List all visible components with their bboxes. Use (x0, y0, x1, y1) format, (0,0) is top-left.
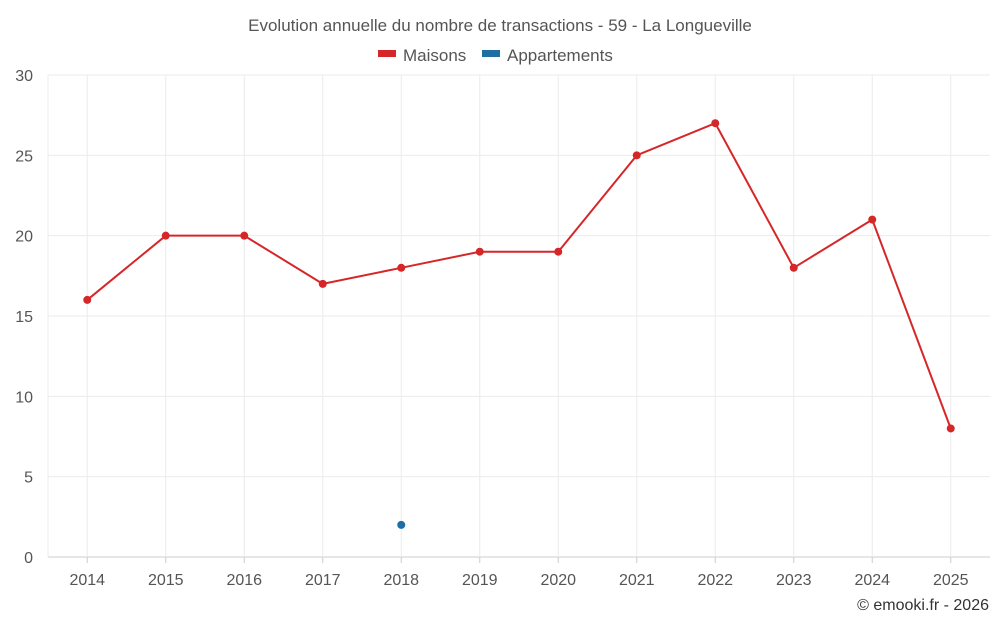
x-tick-label: 2021 (619, 572, 655, 589)
y-tick-label: 30 (15, 68, 33, 85)
series-layer (83, 119, 955, 529)
series-line-maisons (86, 122, 952, 429)
y-tick-label: 15 (15, 309, 33, 326)
legend: Maisons Appartements (378, 46, 613, 65)
x-tick-label: 2014 (69, 572, 105, 589)
x-tick-label: 2015 (148, 572, 184, 589)
data-point-maisons[interactable] (397, 263, 406, 272)
x-tick-label: 2018 (383, 572, 419, 589)
y-tick-label: 20 (15, 229, 33, 246)
x-tick-label: 2025 (933, 572, 969, 589)
data-point-maisons[interactable] (711, 119, 720, 128)
x-tick-label: 2024 (854, 572, 890, 589)
x-tick-label: 2020 (540, 572, 576, 589)
grid (47, 74, 990, 563)
x-axis-ticks: 2014 2015 2016 2017 2018 2019 2020 2021 2022 2023… (69, 572, 968, 589)
data-point-maisons[interactable] (789, 263, 798, 272)
y-tick-label: 10 (15, 389, 33, 406)
data-point-maisons[interactable] (632, 151, 641, 160)
data-point-maisons[interactable] (240, 231, 249, 240)
y-tick-label: 0 (24, 550, 33, 567)
x-tick-label: 2016 (226, 572, 262, 589)
y-axis-ticks: 0 5 10 15 20 25 30 (15, 68, 33, 567)
data-point-maisons[interactable] (554, 247, 563, 256)
x-tick-label: 2019 (462, 572, 498, 589)
data-point-maisons[interactable] (161, 231, 170, 240)
legend-label-appartements[interactable]: Appartements (507, 46, 613, 65)
data-point-maisons[interactable] (946, 424, 955, 433)
data-point-maisons[interactable] (475, 247, 484, 256)
legend-label-maisons[interactable]: Maisons (403, 46, 466, 65)
data-point-maisons[interactable] (83, 295, 92, 304)
data-point-appartements[interactable] (397, 520, 406, 529)
credit-text: © emooki.fr - 2026 (857, 597, 989, 614)
legend-swatch-appartements (482, 50, 500, 57)
y-tick-label: 5 (24, 470, 33, 487)
chart-title: Evolution annuelle du nombre de transact… (248, 16, 752, 35)
data-point-maisons[interactable] (318, 279, 327, 288)
x-tick-label: 2022 (697, 572, 733, 589)
data-point-maisons[interactable] (868, 215, 877, 224)
x-tick-label: 2017 (305, 572, 341, 589)
x-tick-label: 2023 (776, 572, 812, 589)
y-tick-label: 25 (15, 148, 33, 165)
legend-swatch-maisons (378, 50, 396, 57)
